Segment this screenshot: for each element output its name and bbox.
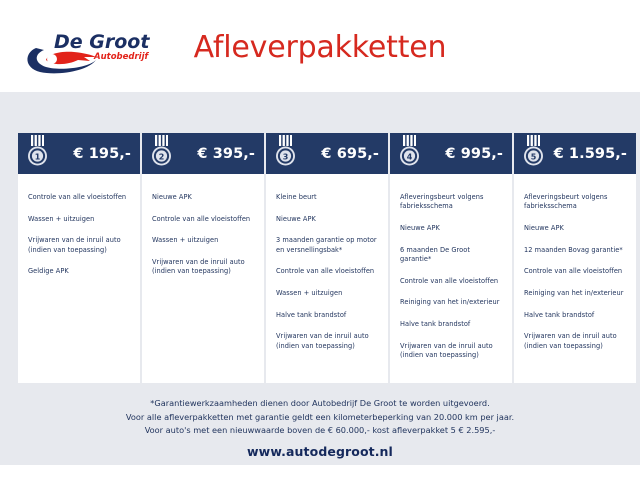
package-feature-list: Afleveringsbeurt volgens fabrieksschema … [390,174,512,383]
package-feature-list: Kleine beurt Nieuwe APK 3 maanden garant… [266,174,388,383]
package-card-2[interactable]: 2 € 395,- Nieuwe APK Controle van alle v… [142,133,264,383]
logo-graphic: De Groot Autobedrijf [27,31,150,74]
package-feature: Wassen + uitzuigen [152,236,219,245]
package-cards: 1 € 195,- Controle van alle vloeistoffen… [18,133,636,383]
package-card-5[interactable]: 5 € 1.595,- Afleveringsbeurt volgens fab… [514,133,636,383]
medal-icon: 5 [520,133,547,174]
package-feature: Nieuwe APK [276,214,316,223]
package-price: € 1.595,- [553,145,627,162]
svg-text:2: 2 [159,153,165,162]
package-price: € 395,- [197,145,255,162]
package-feature: Halve tank brandstof [524,310,595,319]
package-card-1[interactable]: 1 € 195,- Controle van alle vloeistoffen… [18,133,140,383]
package-feature: Controle van alle vloeistoffen [152,214,251,223]
package-feature: Nieuwe APK [524,223,564,232]
package-feature: Controle van alle vloeistoffen [400,276,499,285]
svg-text:1: 1 [35,153,41,162]
package-feature: Afleveringsbeurt volgens fabrieksschema [400,193,484,211]
package-feature: Wassen + uitzuigen [28,214,95,223]
medal-icon: 3 [272,133,299,174]
package-feature: Controle van alle vloeistoffen [276,267,375,276]
package-card-header: 2 € 395,- [142,133,264,174]
package-feature: Controle van alle vloeistoffen [524,267,623,276]
medal-icon: 1 [24,133,51,174]
svg-text:3: 3 [283,153,289,162]
package-price: € 995,- [445,145,503,162]
package-feature: Vrijwaren van de inruil auto (indien van… [400,341,493,359]
package-feature: Vrijwaren van de inruil auto (indien van… [152,258,245,276]
package-feature: Halve tank brandstof [400,319,471,328]
package-feature: Nieuwe APK [400,223,440,232]
package-feature: Wassen + uitzuigen [276,289,343,298]
svg-text:Autobedrijf: Autobedrijf [93,52,149,62]
package-feature: 6 maanden De Groot garantie* [400,245,470,263]
package-feature: Kleine beurt [276,193,317,201]
package-card-3[interactable]: 3 € 695,- Kleine beurt Nieuwe APK 3 maan… [266,133,388,383]
package-feature: 12 maanden Bovag garantie* [524,245,623,254]
package-card-header: 4 € 995,- [390,133,512,174]
package-feature: Vrijwaren van de inruil auto (indien van… [28,236,121,254]
package-feature: Reiniging van het in/exterieur [524,289,624,298]
package-feature-list: Controle van alle vloeistoffen Wassen + … [18,174,140,383]
package-feature: Vrijwaren van de inruil auto (indien van… [276,332,369,350]
svg-text:5: 5 [531,153,537,162]
package-feature: 3 maanden garantie op motor en versnelli… [276,236,377,254]
package-card-4[interactable]: 4 € 995,- Afleveringsbeurt volgens fabri… [390,133,512,383]
svg-text:4: 4 [407,153,413,162]
package-feature: Afleveringsbeurt volgens fabrieksschema [524,193,608,211]
package-feature: Reiniging van het in/exterieur [400,298,500,307]
footnotes: *Garantiewerkzaamheden dienen door Autob… [0,397,640,438]
package-feature: Nieuwe APK [152,193,192,201]
package-feature: Controle van alle vloeistoffen [28,193,127,201]
svg-text:De Groot: De Groot [54,31,150,53]
footnote-line: Voor auto's met een nieuwwaarde boven de… [144,425,496,435]
package-card-header: 3 € 695,- [266,133,388,174]
page-header: De Groot Autobedrijf Afleverpakketten [0,0,640,92]
website-link[interactable]: www.autodegroot.nl [247,444,393,459]
package-card-header: 1 € 195,- [18,133,140,174]
medal-icon: 4 [396,133,423,174]
medal-icon: 2 [148,133,175,174]
package-feature-list: Nieuwe APK Controle van alle vloeistoffe… [142,174,264,383]
package-feature: Halve tank brandstof [276,310,347,319]
package-feature: Vrijwaren van de inruil auto (indien van… [524,332,617,350]
package-price: € 695,- [321,145,379,162]
page-title: Afleverpakketten [193,30,447,65]
footnote-line: Voor alle afleverpakketten met garantie … [125,411,515,422]
package-feature: Geldige APK [28,267,69,276]
page-bottom-band [0,465,640,480]
de-groot-logo[interactable]: De Groot Autobedrijf [22,26,172,78]
package-price: € 195,- [73,145,131,162]
package-card-header: 5 € 1.595,- [514,133,636,174]
package-feature-list: Afleveringsbeurt volgens fabrieksschema … [514,174,636,383]
footnote-line: *Garantiewerkzaamheden dienen door Autob… [150,398,490,408]
